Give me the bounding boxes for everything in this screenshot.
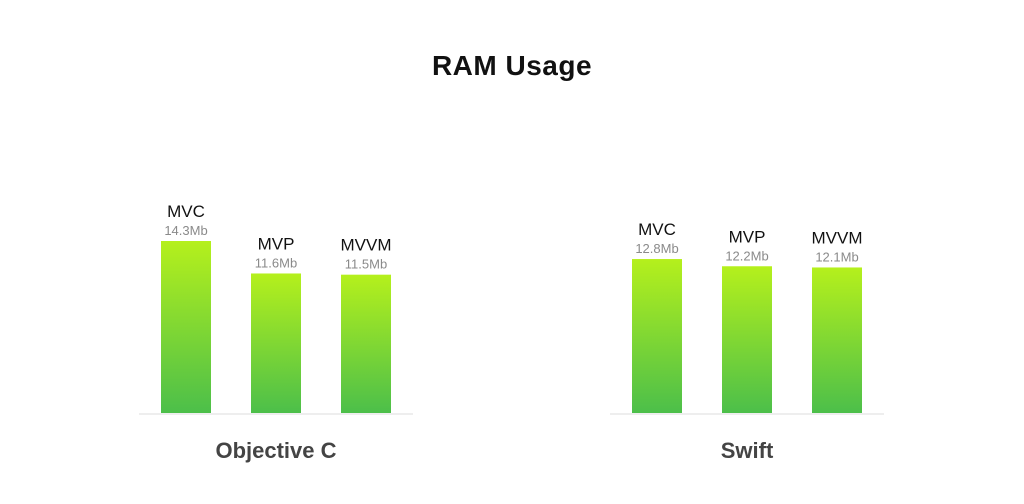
bar-value-label: 14.3Mb bbox=[164, 223, 207, 238]
group-label: Objective C bbox=[215, 438, 336, 463]
chart-title: RAM Usage bbox=[432, 50, 592, 81]
bar-value-label: 12.8Mb bbox=[635, 241, 678, 256]
bar-category-label: MVVM bbox=[812, 228, 863, 247]
bar-category-label: MVP bbox=[729, 227, 766, 246]
bar-category-label: MVVM bbox=[341, 236, 392, 255]
group-label: Swift bbox=[721, 438, 774, 463]
bar-category-label: MVC bbox=[167, 202, 205, 221]
bar-category-label: MVC bbox=[638, 220, 676, 239]
bar-mvp bbox=[251, 273, 301, 413]
bar-mvvm bbox=[812, 267, 862, 413]
bar-value-label: 11.6Mb bbox=[255, 255, 297, 270]
bar-mvc bbox=[632, 259, 682, 413]
bar-category-label: MVP bbox=[258, 234, 295, 253]
bar-mvc bbox=[161, 241, 211, 413]
bar-value-label: 12.1Mb bbox=[815, 249, 858, 264]
bar-value-label: 11.5Mb bbox=[345, 257, 387, 272]
bar-mvvm bbox=[341, 274, 391, 413]
bar-group-objective-c: 14.3Mb MVC 11.6Mb MVP 11.5Mb MVVM Objective C bbox=[139, 202, 413, 463]
bar-group-swift: 12.8Mb MVC 12.2Mb MVP 12.1Mb MVVM Swift bbox=[610, 220, 884, 463]
bar-mvp bbox=[722, 266, 772, 413]
bar-value-label: 12.2Mb bbox=[725, 248, 768, 263]
